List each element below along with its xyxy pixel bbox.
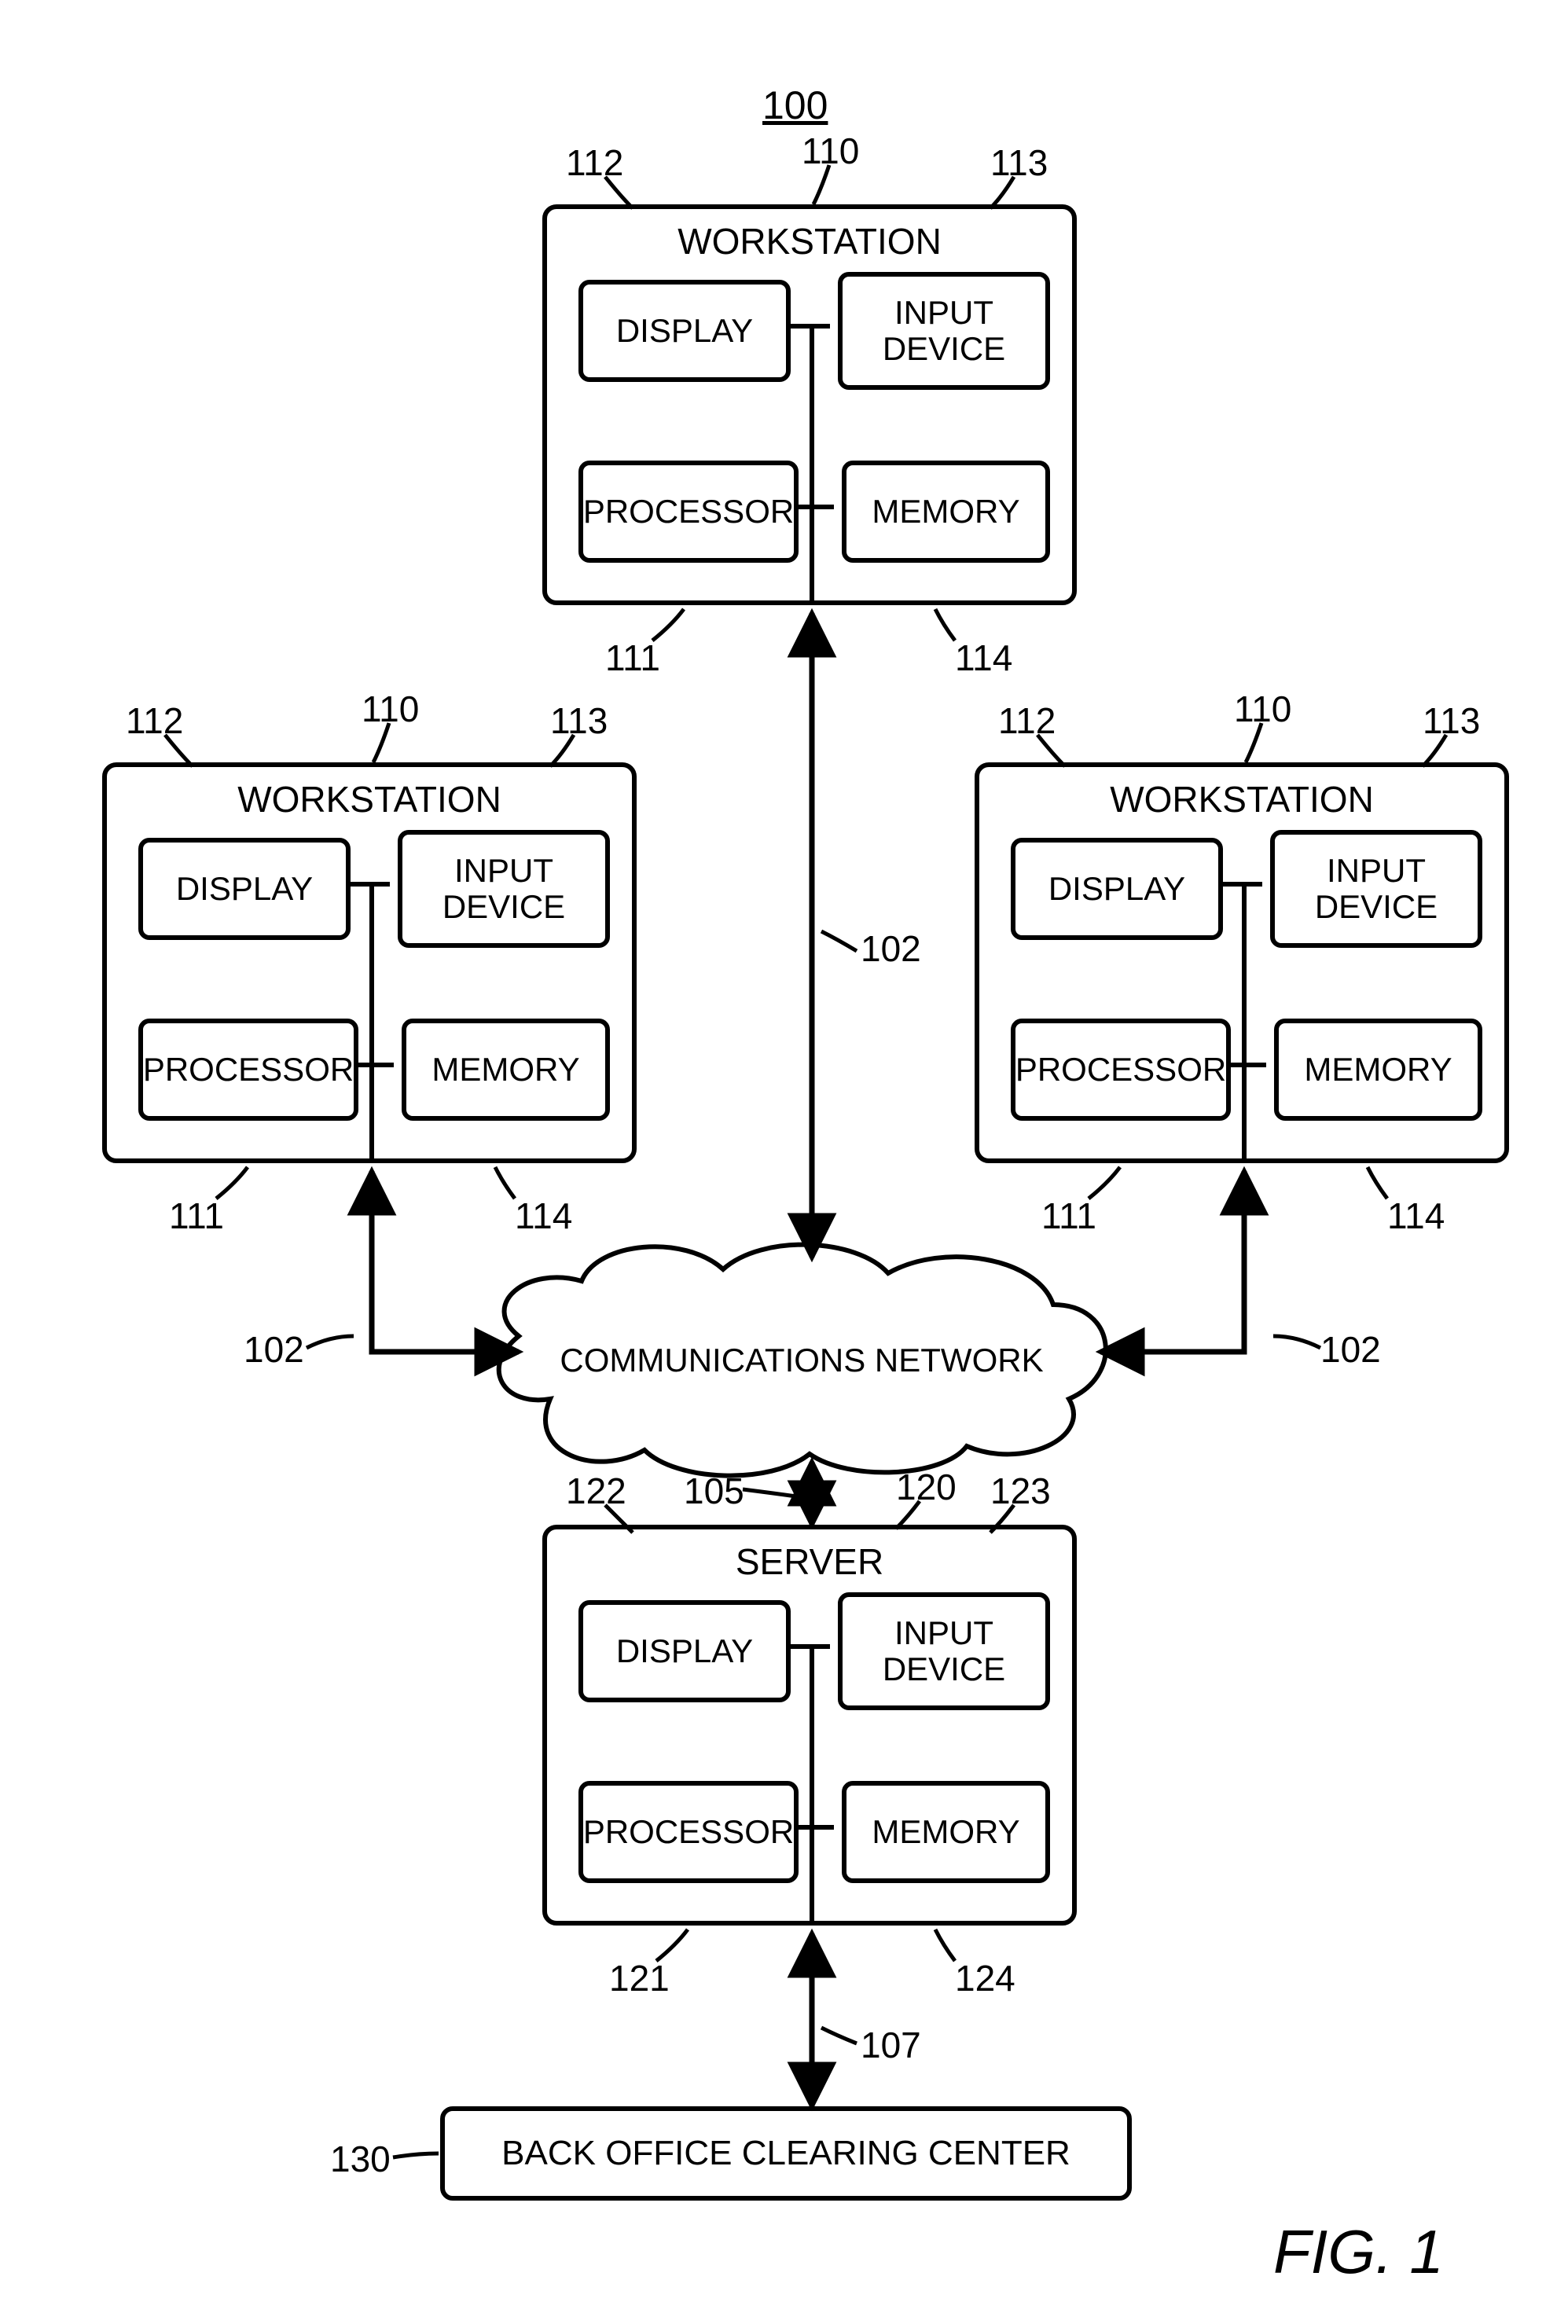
- display-box: DISPLAY: [138, 838, 351, 940]
- ref-121: 121: [609, 1957, 670, 1999]
- processor-box: PROCESSOR: [578, 1781, 799, 1883]
- memory-box: MEMORY: [1274, 1019, 1482, 1121]
- cloud: [499, 1245, 1106, 1476]
- processor-box: PROCESSOR: [578, 461, 799, 563]
- ref-130: 130: [330, 2138, 391, 2180]
- workstation-title: WORKSTATION: [107, 778, 632, 821]
- workstation-right: WORKSTATION DISPLAY INPUTDEVICE PROCESSO…: [975, 762, 1509, 1163]
- ref-120: 120: [896, 1466, 957, 1508]
- back-office-box: BACK OFFICE CLEARING CENTER: [440, 2106, 1132, 2201]
- ref-113-l: 113: [550, 699, 608, 742]
- ref-110-top: 110: [802, 130, 859, 172]
- memory-box: MEMORY: [842, 461, 1050, 563]
- input-label: INPUTDEVICE: [1315, 853, 1438, 925]
- ref-124: 124: [955, 1957, 1015, 1999]
- input-label: INPUTDEVICE: [442, 853, 565, 925]
- display-box: DISPLAY: [578, 1600, 791, 1702]
- diagram-canvas: 100 WORKSTATION DISPLAY INPUTDEVICE PROC…: [0, 0, 1568, 2324]
- ref-114-top: 114: [955, 637, 1012, 679]
- ref-112-top: 112: [566, 141, 623, 184]
- cloud-label: COMMUNICATIONS NETWORK: [560, 1342, 1043, 1379]
- ref-102-left: 102: [244, 1328, 304, 1371]
- ref-123: 123: [990, 1470, 1051, 1512]
- ref-114-l: 114: [515, 1195, 572, 1237]
- ref-112-r: 112: [998, 699, 1056, 742]
- display-box: DISPLAY: [1011, 838, 1223, 940]
- processor-box: PROCESSOR: [1011, 1019, 1231, 1121]
- server-title: SERVER: [547, 1540, 1072, 1583]
- ref-113-r: 113: [1423, 699, 1480, 742]
- ref-105: 105: [684, 1470, 744, 1512]
- input-box: INPUTDEVICE: [838, 272, 1050, 390]
- memory-box: MEMORY: [842, 1781, 1050, 1883]
- ref-102-top: 102: [861, 927, 921, 970]
- ref-111-l: 111: [169, 1195, 224, 1237]
- workstation-left: WORKSTATION DISPLAY INPUTDEVICE PROCESSO…: [102, 762, 637, 1163]
- input-box: INPUTDEVICE: [838, 1592, 1050, 1710]
- ref-110-r: 110: [1234, 688, 1291, 730]
- figure-ref: 100: [762, 83, 828, 128]
- input-label: INPUTDEVICE: [883, 1615, 1005, 1687]
- ref-107: 107: [861, 2024, 921, 2066]
- server-box: SERVER DISPLAY INPUTDEVICE PROCESSOR MEM…: [542, 1525, 1077, 1926]
- figure-label: FIG. 1: [1273, 2216, 1444, 2288]
- ref-110-l: 110: [362, 688, 419, 730]
- ref-112-l: 112: [126, 699, 183, 742]
- ref-122: 122: [566, 1470, 626, 1512]
- input-box: INPUTDEVICE: [398, 830, 610, 948]
- workstation-title: WORKSTATION: [979, 778, 1504, 821]
- ref-113-top: 113: [990, 141, 1048, 184]
- workstation-title: WORKSTATION: [547, 220, 1072, 263]
- ref-111-top: 111: [605, 637, 660, 679]
- workstation-top: WORKSTATION DISPLAY INPUTDEVICE PROCESSO…: [542, 204, 1077, 605]
- memory-box: MEMORY: [402, 1019, 610, 1121]
- processor-box: PROCESSOR: [138, 1019, 358, 1121]
- ref-111-r: 111: [1041, 1195, 1096, 1237]
- input-label: INPUTDEVICE: [883, 295, 1005, 367]
- ref-114-r: 114: [1387, 1195, 1445, 1237]
- input-box: INPUTDEVICE: [1270, 830, 1482, 948]
- ref-102-right: 102: [1320, 1328, 1381, 1371]
- display-box: DISPLAY: [578, 280, 791, 382]
